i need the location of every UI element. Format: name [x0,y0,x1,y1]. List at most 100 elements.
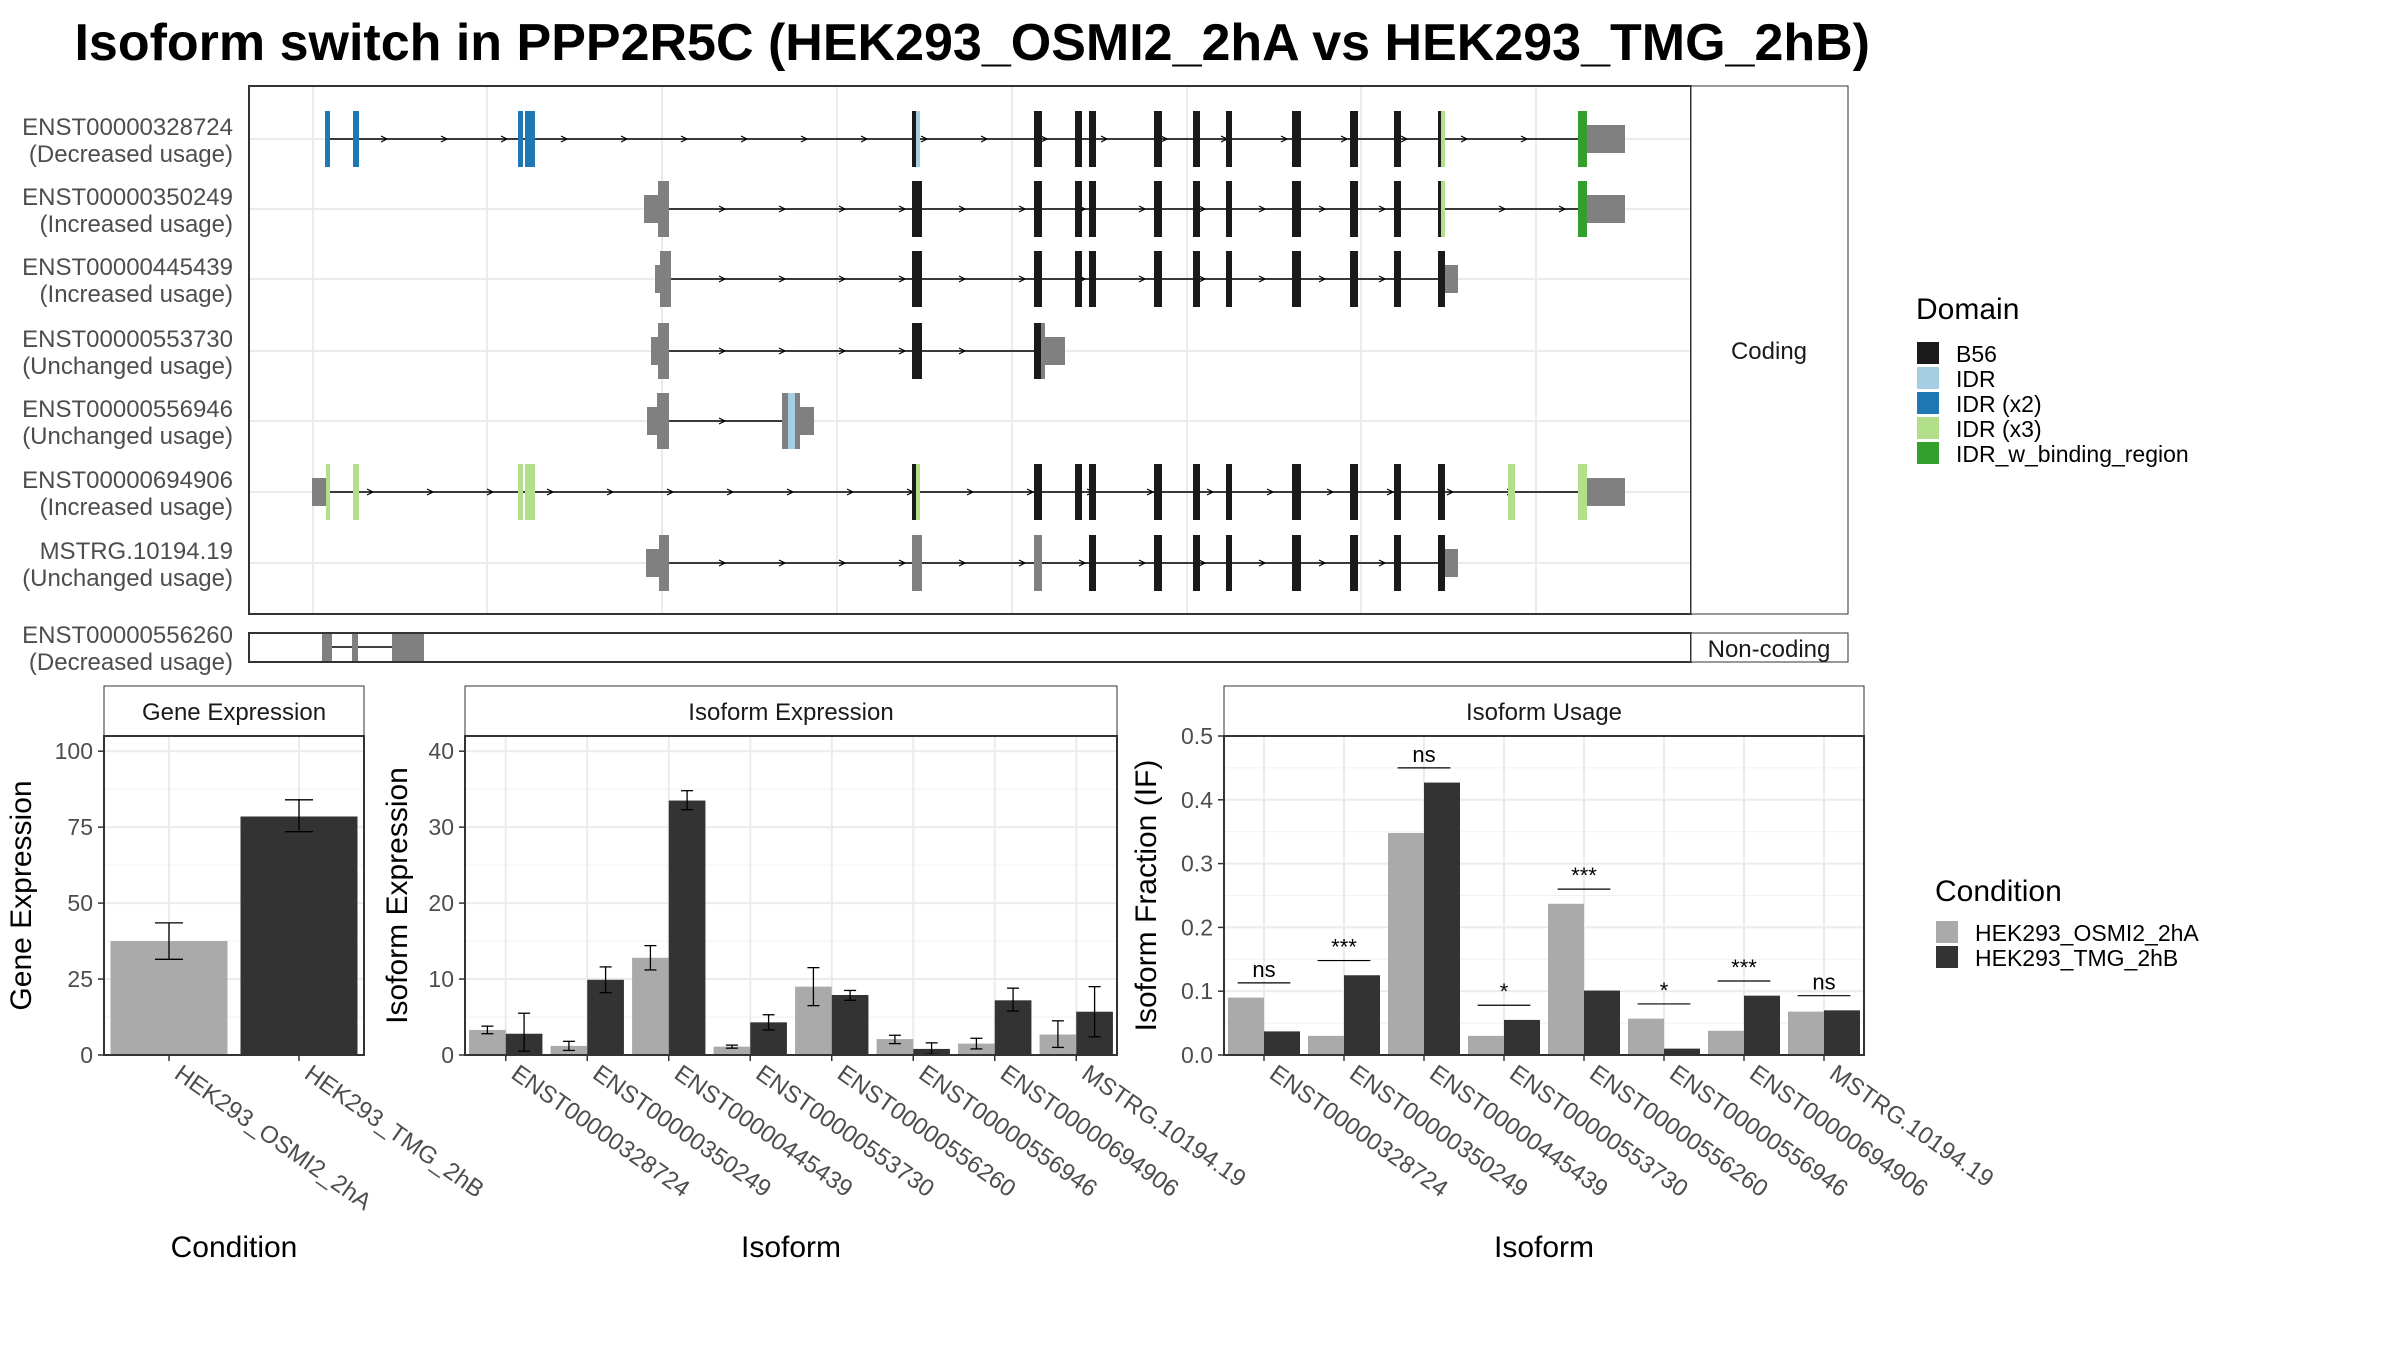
y-tick-label: 0.4 [1181,787,1213,813]
domain-legend-title: Domain [1916,293,2019,326]
condition-legend-label: HEK293_TMG_2hB [1975,945,2178,971]
exon [1438,251,1445,307]
exon [916,464,920,520]
domain-legend-swatch [1917,417,1939,439]
exon [1193,535,1200,591]
exon [1292,111,1301,167]
bar [668,800,706,1055]
intron-arrow [718,205,727,213]
intron-arrow [980,135,989,143]
intron-arrow [838,347,847,355]
condition-legend-swatch [1936,946,1958,968]
exon [1034,251,1042,307]
bar [1584,990,1620,1055]
exon [1089,251,1096,307]
intron-arrow [1026,488,1035,496]
exon [1587,478,1625,506]
strip-coding [1690,85,1849,615]
intron-arrow [898,275,907,283]
isoform-usage-label: (Decreased usage) [29,649,233,676]
exon [518,464,523,520]
intron-arrow [718,275,727,283]
intron-arrow [1558,205,1567,213]
exon [1587,125,1625,153]
significance-label: *** [1331,935,1357,960]
y-tick-label: 10 [428,966,454,992]
panel-border [464,735,1118,1056]
exon [1578,181,1587,237]
noncoding-panel-bg [249,633,1691,662]
exon [1226,111,1232,167]
exon [912,181,922,237]
exon [1154,251,1162,307]
intron-arrow [620,135,629,143]
isoform-usage-label: (Decreased usage) [29,141,233,168]
exon [644,195,658,223]
intron-arrow [1206,488,1215,496]
y-tick-label: 0.0 [1181,1042,1213,1068]
exon [1089,464,1096,520]
isoform-expression-panel: Isoform Expression010203040ENST000003287… [381,685,1251,1264]
y-tick-label: 0.2 [1181,914,1213,940]
exon [1045,337,1065,365]
exon [1075,111,1082,167]
exon [782,393,788,449]
intron-arrow [958,205,967,213]
intron-arrow [1160,135,1169,143]
bar [1424,782,1460,1055]
exon [352,633,358,662]
domain-legend-swatch [1917,442,1939,464]
exon [392,633,424,662]
intron-arrow [1138,205,1147,213]
intron-arrow [486,488,495,496]
isoform-usage-label: (Increased usage) [40,494,233,521]
intron-arrow [1460,135,1469,143]
exon [326,464,330,520]
y-tick-label: 20 [428,890,454,916]
intron-arrow [1018,559,1027,567]
exon [1350,535,1358,591]
intron-arrow [1280,135,1289,143]
intron-arrow [1340,135,1349,143]
intron-arrow [1040,135,1049,143]
isoform-usage-label: (Increased usage) [40,281,233,308]
intron-arrow [1318,275,1327,283]
intron-arrow [1386,488,1395,496]
bar [713,1046,751,1055]
intron-arrow [778,559,787,567]
exon [1193,464,1200,520]
intron-arrow [1146,488,1155,496]
exon [1089,111,1096,167]
bar [240,816,358,1055]
exon [1193,251,1200,307]
exon [657,393,669,449]
intron-arrow [1100,135,1109,143]
intron-arrow [1378,559,1387,567]
exon [1394,464,1401,520]
exon [1154,535,1162,591]
intron-arrow [1378,205,1387,213]
y-tick-label: 50 [67,890,93,916]
y-tick-label: 0.3 [1181,851,1213,877]
intron-arrow [778,205,787,213]
x-axis-title: Isoform [741,1231,841,1264]
exon [658,181,669,237]
exon [788,393,795,449]
intron-arrow [838,275,847,283]
bar [1744,995,1780,1055]
isoform-structure-MSTRG.10194.19 [646,535,1458,591]
significance-label: * [1500,979,1509,1004]
y-tick-label: 30 [428,814,454,840]
exon [659,535,669,591]
isoform-id-label: ENST00000445439 [22,254,233,281]
isoform-structure-ENST00000350249 [644,181,1625,237]
isoform-id-label: ENST00000350249 [22,184,233,211]
bar [1628,1018,1664,1055]
exon [325,111,330,167]
intron-arrow [718,417,727,425]
exon [912,535,922,591]
intron-arrow [1400,135,1409,143]
exon [646,549,659,577]
exon [1154,181,1162,237]
isoform-structure-ENST00000556946 [647,393,814,449]
